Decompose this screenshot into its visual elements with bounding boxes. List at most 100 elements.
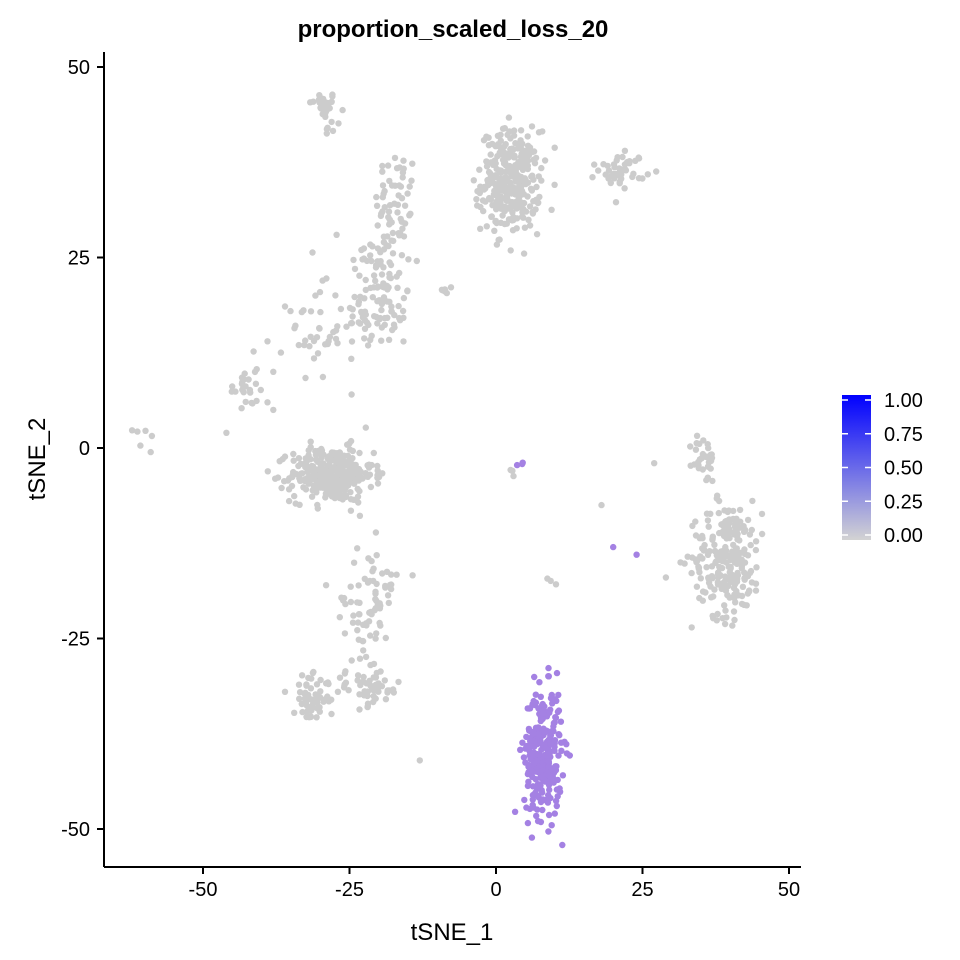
point [525, 216, 532, 223]
point [758, 510, 766, 518]
point [749, 497, 756, 505]
point-highlighted [558, 747, 565, 754]
x-tick-label: 0 [490, 879, 501, 901]
point [372, 674, 380, 681]
point [499, 125, 507, 132]
point [316, 708, 323, 715]
point [372, 588, 379, 595]
point-highlighted [555, 752, 562, 759]
point [370, 565, 377, 572]
point [624, 158, 631, 166]
point [370, 272, 378, 279]
point [354, 545, 361, 552]
point [374, 222, 381, 229]
point [706, 548, 713, 555]
point [535, 199, 542, 206]
point [307, 713, 315, 721]
point [509, 467, 516, 474]
point [301, 477, 308, 485]
point [337, 305, 345, 313]
point [296, 501, 303, 508]
point-highlighted [531, 673, 538, 681]
point-highlighted [524, 782, 532, 790]
point [374, 284, 381, 291]
point [447, 284, 455, 291]
point [377, 602, 384, 609]
point [748, 526, 755, 534]
point [697, 575, 704, 582]
point [391, 182, 399, 189]
point [314, 501, 321, 509]
point [355, 636, 362, 643]
point [354, 599, 361, 606]
point [347, 507, 355, 514]
point [323, 125, 331, 133]
point [721, 602, 728, 609]
point [290, 457, 297, 464]
point [495, 203, 502, 211]
point [311, 473, 318, 480]
point [137, 442, 144, 449]
point [386, 581, 394, 589]
point [341, 682, 348, 689]
point [306, 478, 313, 485]
point [695, 465, 702, 472]
point [733, 578, 741, 585]
point [128, 427, 136, 434]
point [355, 465, 363, 473]
point [721, 578, 728, 585]
point [378, 306, 385, 314]
point [253, 397, 260, 405]
point-highlighted [513, 461, 521, 469]
point [316, 325, 323, 332]
point [362, 424, 369, 431]
point [374, 467, 381, 474]
point [250, 348, 257, 355]
point [517, 127, 525, 134]
point [509, 227, 517, 234]
point-highlighted [546, 786, 553, 794]
point [600, 161, 607, 168]
point [487, 195, 494, 202]
point [356, 706, 363, 713]
point [699, 555, 706, 562]
point [328, 710, 335, 718]
point [535, 173, 542, 180]
point [377, 622, 384, 629]
point [287, 307, 294, 315]
point [270, 406, 277, 414]
point [272, 475, 279, 482]
point [705, 574, 712, 581]
point [384, 689, 391, 696]
point [313, 681, 321, 688]
point [334, 688, 342, 695]
point [510, 127, 517, 135]
point [292, 470, 300, 478]
point [709, 477, 716, 485]
point [520, 199, 528, 207]
point [242, 398, 249, 406]
point [361, 317, 369, 324]
point-highlighted [519, 459, 526, 466]
point [485, 181, 492, 189]
point [497, 219, 505, 226]
point [400, 233, 408, 240]
x-ticks: -50 -25 0 25 50 [189, 867, 800, 901]
point [477, 225, 484, 232]
point-highlighted [553, 669, 561, 677]
point [355, 301, 362, 308]
point-highlighted [558, 739, 565, 746]
point [374, 320, 381, 327]
point [528, 187, 536, 194]
y-tick-label: 25 [68, 248, 90, 270]
point [703, 510, 711, 517]
point [378, 337, 385, 344]
point [413, 257, 420, 265]
point [541, 157, 549, 164]
point [483, 223, 490, 230]
point [487, 151, 494, 158]
point [395, 678, 402, 686]
point-highlighted [524, 743, 531, 750]
point [333, 231, 340, 238]
point [363, 680, 370, 687]
